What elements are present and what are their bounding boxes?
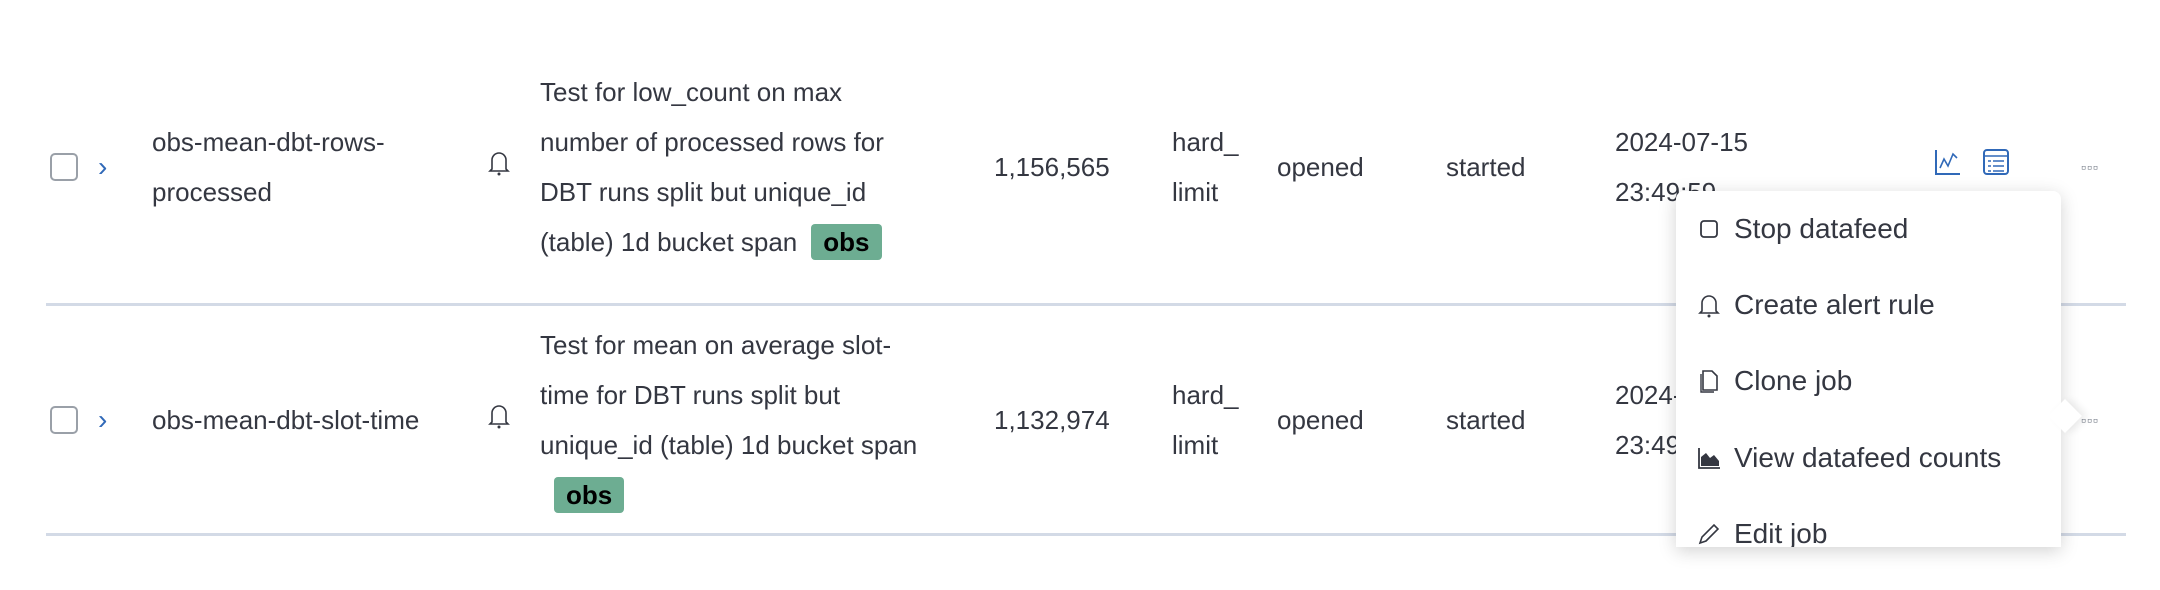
- single-metric-viewer-icon[interactable]: [1982, 142, 2010, 192]
- job-id: obs-mean-dbt-rows-processed: [152, 126, 385, 207]
- bell-icon: [1698, 295, 1720, 318]
- menu-item-create-alert-rule[interactable]: Create alert rule: [1696, 280, 1935, 330]
- menu-item-label: View datafeed counts: [1734, 442, 2002, 473]
- menu-item-clone-job[interactable]: Clone job: [1696, 356, 1852, 406]
- job-state: opened: [1277, 404, 1364, 435]
- menu-item-label: Create alert rule: [1734, 289, 1935, 320]
- table-row: › obs-mean-dbt-rows-processed Test for l…: [46, 30, 2126, 306]
- job-description: Test for mean on average slot-time for D…: [540, 320, 935, 520]
- description-text: Test for mean on average slot-time for D…: [540, 329, 918, 460]
- job-state: opened: [1277, 151, 1364, 182]
- pencil-icon: [1698, 523, 1720, 545]
- menu-item-view-datafeed-counts[interactable]: View datafeed counts: [1696, 433, 2001, 483]
- expand-chevron-icon[interactable]: ›: [98, 403, 108, 435]
- processed-records: 1,156,565: [994, 151, 1110, 182]
- job-description: Test for low_count on max number of proc…: [540, 67, 935, 267]
- stop-icon: [1700, 220, 1718, 238]
- copy-icon: [1700, 370, 1718, 393]
- memory-status: hard_ limit: [1172, 379, 1239, 460]
- actions-menu-button[interactable]: ▫▫▫: [2081, 411, 2099, 428]
- group-tag[interactable]: obs: [554, 476, 625, 513]
- actions-popover: Stop datafeed Create alert rule Clone jo…: [1676, 191, 2082, 547]
- actions-menu-button[interactable]: ▫▫▫: [2081, 158, 2099, 175]
- job-id: obs-mean-dbt-slot-time: [152, 404, 420, 435]
- menu-item-label: Edit job: [1734, 518, 1828, 547]
- processed-records: 1,132,974: [994, 404, 1110, 435]
- memory-status: hard_ limit: [1172, 126, 1239, 207]
- expand-chevron-icon[interactable]: ›: [98, 150, 108, 182]
- datafeed-state: started: [1446, 404, 1526, 435]
- menu-item-label: Stop datafeed: [1734, 213, 1909, 244]
- menu-item-label: Clone job: [1734, 365, 1853, 396]
- menu-item-stop-datafeed[interactable]: Stop datafeed: [1696, 204, 1908, 254]
- row-checkbox[interactable]: [50, 405, 78, 434]
- row-checkbox[interactable]: [50, 152, 78, 181]
- group-tag[interactable]: obs: [811, 223, 882, 260]
- area-chart-icon: [1698, 448, 1720, 469]
- menu-item-edit-job[interactable]: Edit job: [1696, 509, 1827, 547]
- anomaly-explorer-icon[interactable]: [1934, 142, 1962, 192]
- alert-bell-icon: [488, 142, 510, 192]
- datafeed-state: started: [1446, 151, 1526, 182]
- alert-bell-icon: [488, 395, 510, 445]
- description-text: Test for low_count on max number of proc…: [540, 76, 884, 257]
